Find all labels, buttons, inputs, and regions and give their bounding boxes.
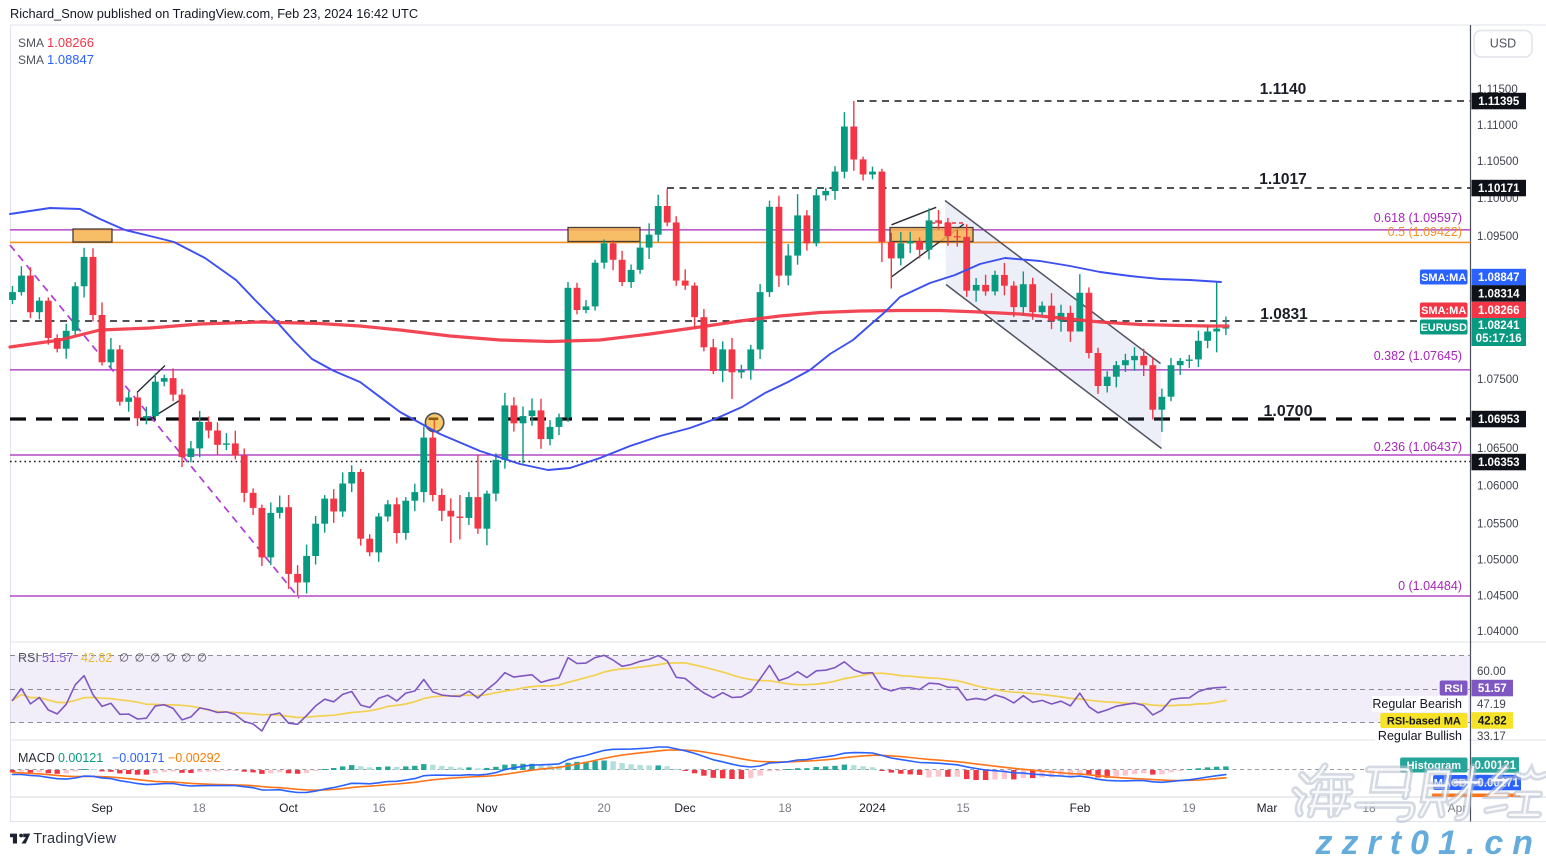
svg-text:RSI-based MA: RSI-based MA <box>1387 715 1461 727</box>
svg-text:16: 16 <box>372 801 386 815</box>
svg-text:−0.00171: −0.00171 <box>112 751 165 765</box>
svg-text:Sep: Sep <box>91 801 113 815</box>
svg-text:MACD: MACD <box>18 751 55 765</box>
svg-text:1.06000: 1.06000 <box>1477 481 1519 493</box>
svg-text:33.17: 33.17 <box>1477 731 1506 743</box>
svg-text:0 (1.04484): 0 (1.04484) <box>1398 579 1462 593</box>
svg-text:RSI: RSI <box>18 651 39 665</box>
svg-text:0.00121: 0.00121 <box>58 751 103 765</box>
svg-text:0.00121: 0.00121 <box>1474 760 1516 772</box>
svg-text:51.57: 51.57 <box>1478 683 1507 695</box>
svg-text:42.82: 42.82 <box>1478 716 1507 728</box>
svg-text:1.08847: 1.08847 <box>47 52 94 67</box>
svg-text:Mar: Mar <box>1257 801 1278 815</box>
svg-text:1.04500: 1.04500 <box>1477 591 1519 603</box>
svg-text:1.08314: 1.08314 <box>1478 289 1520 301</box>
svg-text:42.82: 42.82 <box>81 651 112 665</box>
svg-text:SMA: SMA <box>18 53 44 67</box>
svg-text:∅: ∅ <box>166 653 176 665</box>
svg-text:60.00: 60.00 <box>1477 666 1506 678</box>
svg-text:1.1017: 1.1017 <box>1259 171 1306 188</box>
svg-text:1.06953: 1.06953 <box>1478 414 1520 426</box>
svg-text:2024: 2024 <box>859 801 886 815</box>
svg-text:1.07500: 1.07500 <box>1477 374 1519 386</box>
svg-text:1.09500: 1.09500 <box>1477 231 1519 243</box>
svg-text:Regular Bullish: Regular Bullish <box>1378 729 1462 743</box>
svg-text:∅: ∅ <box>119 653 129 665</box>
svg-text:Feb: Feb <box>1070 801 1091 815</box>
svg-text:∅: ∅ <box>181 653 191 665</box>
svg-text:∅: ∅ <box>135 653 145 665</box>
svg-text:1.05500: 1.05500 <box>1477 519 1519 531</box>
svg-text:Oct: Oct <box>279 801 298 815</box>
svg-text:1.1140: 1.1140 <box>1260 81 1307 98</box>
svg-text:19: 19 <box>1182 801 1196 815</box>
svg-text:USD: USD <box>1490 37 1516 51</box>
svg-text:Nov: Nov <box>476 801 497 815</box>
svg-text:51.57: 51.57 <box>42 651 73 665</box>
svg-text:1.08847: 1.08847 <box>1478 272 1520 284</box>
svg-text:EURUSD: EURUSD <box>1420 322 1467 334</box>
svg-text:1.10171: 1.10171 <box>1478 183 1520 195</box>
svg-text:Regular Bearish: Regular Bearish <box>1372 697 1462 711</box>
svg-text:1.06500: 1.06500 <box>1477 443 1519 455</box>
svg-text:zzrt01.cn: zzrt01.cn <box>1315 824 1543 857</box>
svg-text:15: 15 <box>956 801 970 815</box>
svg-text:1.06353: 1.06353 <box>1478 457 1520 469</box>
svg-text:Richard_Snow published on Trad: Richard_Snow published on TradingView.co… <box>10 6 418 21</box>
svg-text:Dec: Dec <box>674 801 695 815</box>
svg-text:SMA:MA: SMA:MA <box>1421 305 1466 317</box>
svg-text:1.11395: 1.11395 <box>1478 96 1520 108</box>
svg-text:∅: ∅ <box>197 653 207 665</box>
svg-text:0.5 (1.09422): 0.5 (1.09422) <box>1388 225 1462 239</box>
svg-text:1.10500: 1.10500 <box>1477 156 1519 168</box>
svg-text:1.08241: 1.08241 <box>1478 320 1520 332</box>
svg-text:SMA: SMA <box>18 36 44 50</box>
svg-text:18: 18 <box>778 801 792 815</box>
svg-text:0.236 (1.06437): 0.236 (1.06437) <box>1374 440 1462 454</box>
svg-text:1.05000: 1.05000 <box>1477 555 1519 567</box>
svg-text:1.04000: 1.04000 <box>1477 626 1519 638</box>
svg-text:47.19: 47.19 <box>1477 699 1506 711</box>
svg-text:05:17:16: 05:17:16 <box>1476 333 1522 345</box>
svg-text:−0.00292: −0.00292 <box>168 751 221 765</box>
svg-text:0.382 (1.07645): 0.382 (1.07645) <box>1374 349 1462 363</box>
svg-text:0.618 (1.09597): 0.618 (1.09597) <box>1374 211 1462 225</box>
svg-text:1.11000: 1.11000 <box>1477 120 1518 132</box>
svg-text:1.08266: 1.08266 <box>1478 305 1520 317</box>
svg-text:1.0831: 1.0831 <box>1260 306 1308 323</box>
svg-text:18: 18 <box>192 801 206 815</box>
svg-text:SMA:MA: SMA:MA <box>1421 272 1466 284</box>
svg-text:1.08266: 1.08266 <box>47 35 94 50</box>
svg-text:20: 20 <box>597 801 611 815</box>
svg-text:∅: ∅ <box>150 653 160 665</box>
svg-text:RSI: RSI <box>1444 683 1462 695</box>
svg-text:1.0700: 1.0700 <box>1264 403 1313 420</box>
svg-text:TradingView: TradingView <box>33 831 116 847</box>
